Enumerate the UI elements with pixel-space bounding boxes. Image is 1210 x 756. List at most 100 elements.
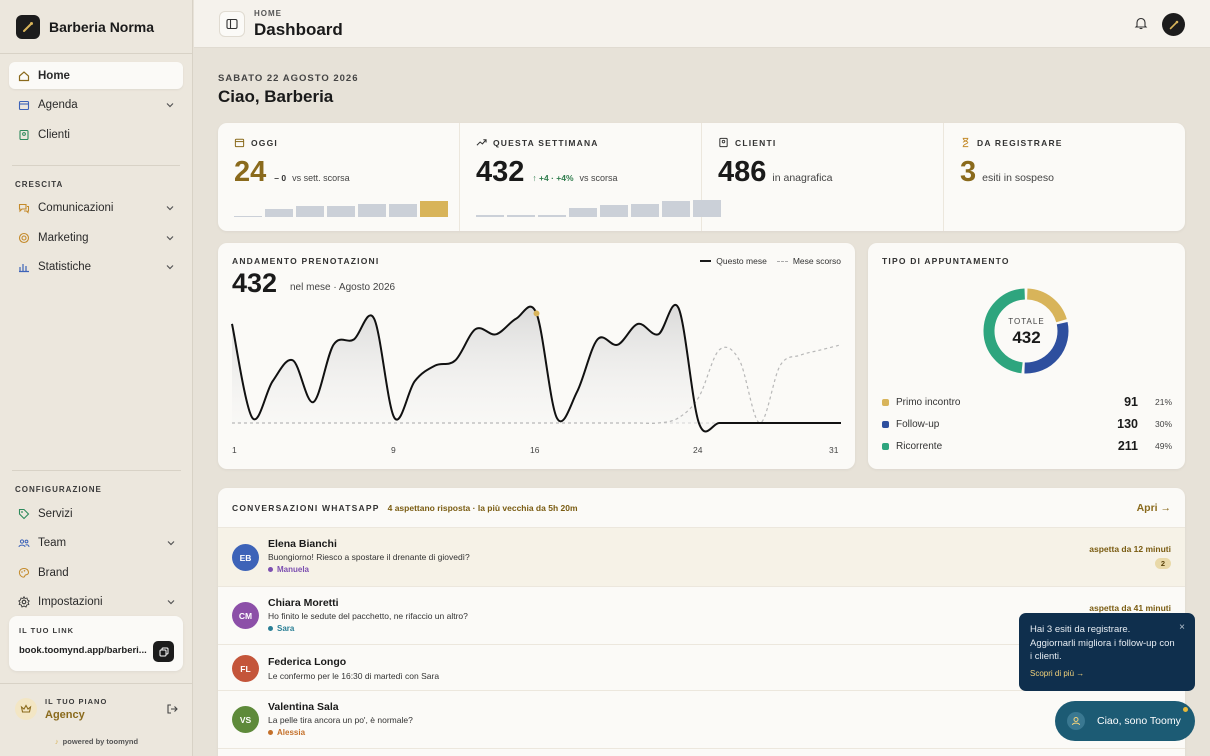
highlight-point[interactable] [533, 310, 540, 317]
tag-icon [17, 507, 31, 521]
nav-comunicazioni-label: Comunicazioni [38, 202, 114, 214]
conversation-row[interactable]: VS Valentina Sala La pelle tira ancora u… [218, 691, 1185, 749]
conversation-row[interactable]: CM Chiara Moretti Ho finito le sedute de… [218, 587, 1185, 645]
spark-bar [358, 204, 386, 217]
spark-bar [600, 205, 628, 217]
donut-slice-follow-up[interactable] [1024, 322, 1069, 374]
nav-impostazioni[interactable]: Impostazioni [9, 589, 184, 616]
booking-link-url[interactable]: book.toomynd.app/barberi... [19, 645, 147, 656]
assigned-agent: Alessia [268, 728, 305, 737]
stat-sub: esiti in sospeso [982, 172, 1054, 184]
notification-dot [1183, 707, 1188, 712]
legend-percent: 21% [1154, 397, 1172, 407]
target-icon [17, 231, 31, 245]
spark-bar [631, 204, 659, 217]
bar-chart-icon [17, 260, 31, 274]
donut-slice-ricorrente[interactable] [983, 288, 1026, 374]
spark-bar [420, 201, 448, 217]
last-message: Buongiorno! Riesco a spostare il drenant… [268, 552, 470, 562]
logout-icon[interactable] [166, 703, 178, 715]
series-area-questo-mese [232, 304, 841, 432]
last-message: Ho finito le sedute del pacchetto, ne ri… [268, 611, 468, 621]
spark-bar [507, 215, 535, 217]
brand-logo-icon [16, 14, 40, 39]
nav-servizi[interactable]: Servizi [9, 500, 184, 527]
nav-team[interactable]: Team [9, 530, 184, 557]
nav-brand[interactable]: Brand [9, 559, 184, 586]
conversations-header: CONVERSAZIONI WHATSAPP 4 aspettano rispo… [218, 488, 1185, 528]
palette-icon [17, 566, 31, 580]
nav-clienti[interactable]: Clienti [9, 121, 183, 148]
legend-percent: 49% [1154, 441, 1172, 451]
sparkbar-chart [234, 197, 448, 217]
trend-total: 432 [232, 268, 278, 298]
conversation-row[interactable]: EB Elena Bianchi Buongiorno! Riesco a sp… [218, 528, 1185, 587]
legend-row[interactable]: Follow-up 130 30% [882, 417, 1172, 431]
nav-statistiche-label: Statistiche [38, 261, 92, 273]
booking-link-card: IL TUO LINK book.toomynd.app/barberi... [9, 616, 183, 671]
trend-chart[interactable] [218, 243, 855, 469]
assigned-agent: Sara [268, 624, 294, 633]
nav-team-label: Team [38, 537, 67, 549]
x-tick-label: 1 [232, 445, 237, 455]
nav-impostazioni-label: Impostazioni [38, 596, 103, 608]
legend-dot [882, 442, 889, 450]
powered-by-text: powered by toomynd [62, 737, 139, 746]
spark-bar [569, 208, 597, 217]
legend-dot [882, 420, 889, 428]
user-avatar[interactable] [1162, 13, 1185, 36]
nav-brand-label: Brand [38, 566, 69, 579]
spark-bar [662, 201, 690, 217]
nav-agenda[interactable]: Agenda [9, 92, 183, 119]
sparkbar-chart [476, 197, 721, 217]
section-configurazione: CONFIGURAZIONE [15, 485, 102, 494]
stat-sub: in anagrafica [772, 172, 833, 184]
chevron-down-icon [166, 103, 174, 108]
conversations-subtitle: 4 aspettano risposta · la più vecchia da… [387, 502, 578, 513]
spark-bar [538, 215, 566, 217]
conversation-row[interactable]: FL Federica Longo Le confermo per le 16:… [218, 645, 1185, 691]
plan-label: IL TUO PIANO [45, 696, 108, 706]
sidebar-toggle-button[interactable] [219, 11, 245, 37]
donut-slice-primo-incontro[interactable] [1026, 288, 1067, 323]
open-conversations-link[interactable]: Apri → [1136, 501, 1171, 514]
stat-value: 3 [960, 156, 977, 188]
legend-label: Ricorrente [896, 440, 943, 452]
brand[interactable]: Barberia Norma [0, 0, 192, 54]
nav-servizi-label: Servizi [38, 507, 73, 520]
legend-row[interactable]: Primo incontro 91 21% [882, 395, 1172, 409]
stat-clients[interactable]: CLIENTI 486 in anagrafica [702, 123, 944, 231]
brand-name: Barberia Norma [49, 18, 155, 35]
breadcrumb[interactable]: HOME [254, 9, 282, 18]
legend-row[interactable]: Ricorrente 211 49% [882, 439, 1172, 453]
close-icon[interactable]: × [1179, 622, 1185, 633]
toast-learn-more-link[interactable]: Scopri di più → [1030, 668, 1085, 678]
nav-comunicazioni[interactable]: Comunicazioni [9, 195, 183, 222]
contact-name: Elena Bianchi [268, 538, 337, 550]
stat-sub: vs sett. scorsa [292, 173, 350, 183]
unread-badge: 2 [1155, 558, 1171, 569]
config-block: CONFIGURAZIONE Servizi Team Brand Impost… [0, 464, 193, 626]
stat-week[interactable]: QUESTA SETTIMANA 432 ↑ +4 · +4% vs scors… [460, 123, 721, 231]
legend-current: Questo mese [700, 256, 767, 266]
wait-time: aspetta da 12 minuti [1089, 544, 1171, 554]
spark-bar [234, 216, 262, 217]
stat-label: DA REGISTRARE [977, 137, 1063, 148]
spark-bar [476, 215, 504, 217]
donut-chart[interactable] [868, 273, 1185, 413]
trend-title: ANDAMENTO PRENOTAZIONI [232, 256, 380, 266]
assistant-button[interactable]: Ciao, sono Toomy [1055, 701, 1195, 741]
stat-today[interactable]: OGGI 24 – 0 vs sett. scorsa [218, 123, 460, 231]
copy-link-button[interactable] [153, 641, 174, 662]
stat-delta-value: +4 · +4% [539, 173, 574, 183]
booking-trend-card: ANDAMENTO PRENOTAZIONI Questo mese Mese … [218, 243, 855, 469]
bell-icon[interactable] [1134, 16, 1148, 30]
chevron-down-icon [166, 265, 174, 270]
stat-to-register[interactable]: DA REGISTRARE 3 esiti in sospeso [944, 123, 1185, 231]
top-header: HOME Dashboard [194, 0, 1210, 48]
last-message: La pelle tira ancora un po', è normale? [268, 715, 413, 725]
chat-icon [17, 201, 31, 215]
nav-statistiche[interactable]: Statistiche [9, 254, 183, 281]
nav-marketing[interactable]: Marketing [9, 224, 183, 251]
nav-home[interactable]: Home [9, 62, 183, 89]
